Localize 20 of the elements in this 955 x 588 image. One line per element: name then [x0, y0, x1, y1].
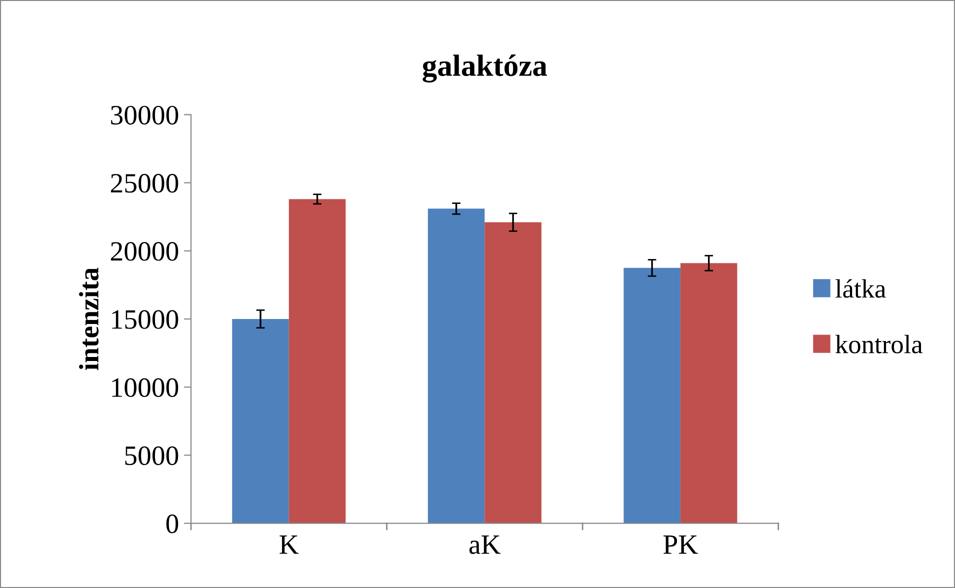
bar — [624, 268, 680, 524]
y-tick-label: 10000 — [112, 378, 178, 398]
x-tick-label: K — [280, 536, 299, 554]
legend-label: kontrola — [835, 334, 923, 354]
x-tick-label: aK — [469, 536, 501, 554]
y-tick-label: 25000 — [110, 174, 178, 193]
bar — [232, 318, 289, 524]
legend-label: látka — [835, 279, 886, 298]
y-tick-label: 30000 — [111, 106, 178, 125]
y-tick-label: 20000 — [110, 242, 178, 261]
chart-title: galaktóza — [422, 54, 548, 83]
y-axis-title: intenzita — [79, 268, 99, 370]
x-tick-label: PK — [663, 536, 698, 554]
bar — [428, 208, 485, 524]
bar — [484, 222, 542, 524]
y-tick-label: 5000 — [125, 446, 178, 466]
bar — [288, 199, 346, 524]
y-tick-label: 0 — [166, 514, 178, 534]
y-tick-label: 15000 — [112, 310, 178, 329]
bar — [680, 263, 738, 524]
